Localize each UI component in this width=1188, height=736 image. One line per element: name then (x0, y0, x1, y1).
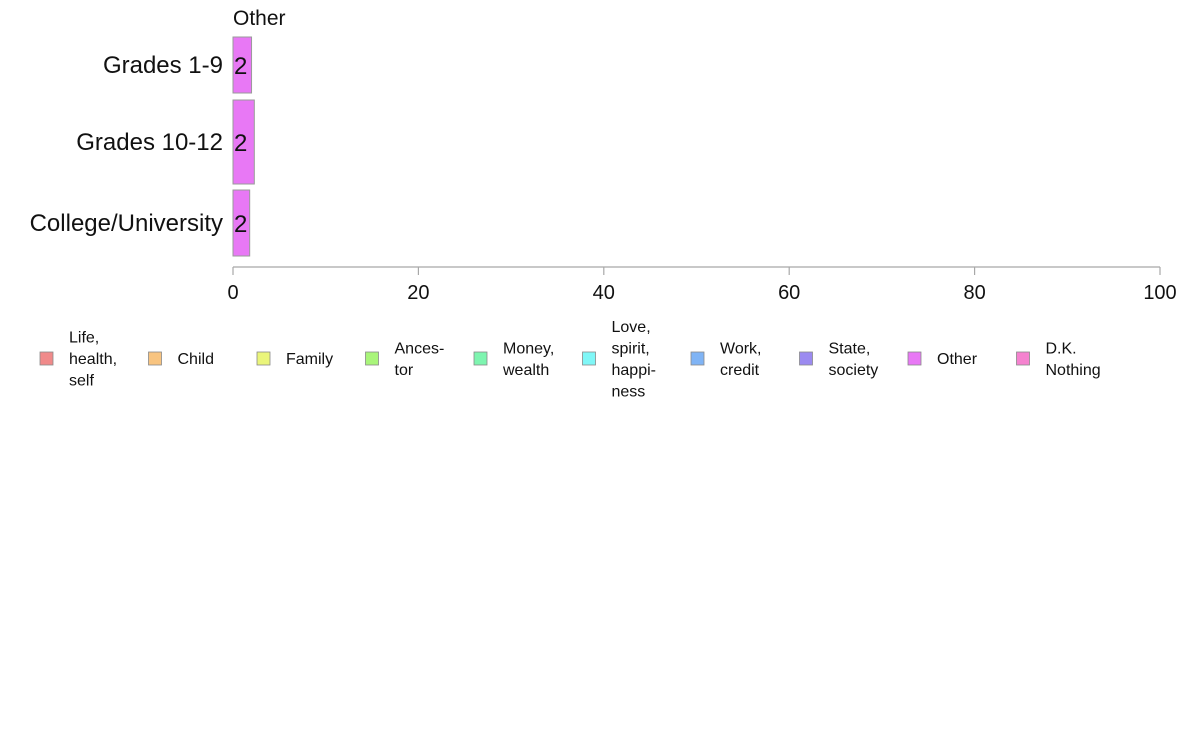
legend-item: D.K. Nothing (1016, 340, 1101, 379)
legend-label: Work, credit (720, 340, 761, 379)
legend: Life, health, self Child Family Ances-tor Mone… (39, 319, 1101, 401)
legend-label-line: credit (720, 362, 760, 379)
bar-labels: 2 2 2 (234, 53, 247, 238)
legend-label-line: happi- (612, 362, 656, 379)
legend-label-line: tor (395, 362, 414, 379)
x-tick-label: 40 (593, 282, 615, 304)
legend-swatch (365, 351, 379, 366)
legend-swatch (473, 351, 488, 366)
legend-label: D.K. Nothing (1046, 340, 1101, 379)
legend-label-line: Work, (720, 340, 761, 357)
x-tick-label: 60 (778, 282, 800, 304)
legend-label-line: ness (612, 383, 646, 400)
legend-label-line: State, (829, 340, 871, 357)
legend-label: Money, wealth (502, 340, 554, 379)
bars (232, 36, 255, 257)
legend-swatch (148, 351, 162, 366)
category-labels: Grades 1-9 Grades 10-12 College/University (30, 52, 223, 237)
legend-label: State, society (829, 340, 879, 379)
legend-label-line: Other (937, 351, 978, 368)
legend-label: Ances-tor (395, 340, 445, 379)
legend-label-line: spirit, (612, 340, 650, 357)
legend-item: Child (148, 351, 214, 368)
x-tick-label: 100 (1143, 282, 1176, 304)
legend-label: Child (178, 351, 214, 368)
legend-label-line: Money, (503, 340, 554, 357)
x-tick-label: 20 (407, 282, 429, 304)
legend-item: Work, credit (690, 340, 761, 379)
legend-label-line: wealth (502, 362, 549, 379)
bar-data-label: 2 (234, 211, 247, 238)
legend-swatch (907, 351, 922, 366)
panel-title: Other (233, 7, 286, 30)
legend-item: State, society (799, 340, 879, 379)
x-tick-label: 0 (227, 282, 238, 304)
bar (232, 36, 253, 94)
legend-label-line: Life, (69, 330, 99, 347)
legend-item: Ances-tor (365, 340, 445, 379)
x-axis-ticks: 0 20 40 60 80 100 (227, 267, 1177, 304)
legend-swatch (582, 351, 596, 366)
legend-label: Other (937, 351, 978, 368)
x-tick-label: 80 (963, 282, 985, 304)
legend-label-line: Ances- (395, 340, 445, 357)
legend-item: Family (256, 351, 333, 368)
legend-label-line: society (829, 362, 879, 379)
legend-label-line: Family (286, 351, 333, 368)
legend-item: Money, wealth (473, 340, 554, 379)
legend-label: Life, health, self (69, 330, 117, 390)
bar (232, 99, 255, 185)
legend-item: Other (907, 351, 978, 368)
legend-label-line: health, (69, 351, 117, 368)
legend-label-line: self (69, 373, 94, 390)
legend-swatch (799, 351, 813, 366)
bar-data-label: 2 (234, 53, 247, 80)
bar (232, 189, 251, 257)
legend-item: Love, spirit, happi-ness (582, 319, 656, 401)
legend-swatch (39, 351, 54, 366)
legend-label: Love, spirit, happi-ness (612, 319, 656, 401)
category-label: Grades 1-9 (103, 52, 223, 79)
bar-data-label: 2 (234, 130, 247, 157)
legend-swatch (1016, 351, 1030, 366)
legend-label-line: Love, (612, 319, 651, 336)
legend-swatch (690, 351, 705, 366)
legend-label: Family (286, 351, 333, 368)
legend-label-line: Nothing (1046, 362, 1101, 379)
legend-item: Life, health, self (39, 330, 117, 390)
category-label: College/University (30, 210, 223, 237)
legend-label-line: Child (178, 351, 214, 368)
category-label: Grades 10-12 (76, 129, 223, 156)
legend-swatch (256, 351, 271, 366)
legend-label-line: D.K. (1046, 340, 1077, 357)
